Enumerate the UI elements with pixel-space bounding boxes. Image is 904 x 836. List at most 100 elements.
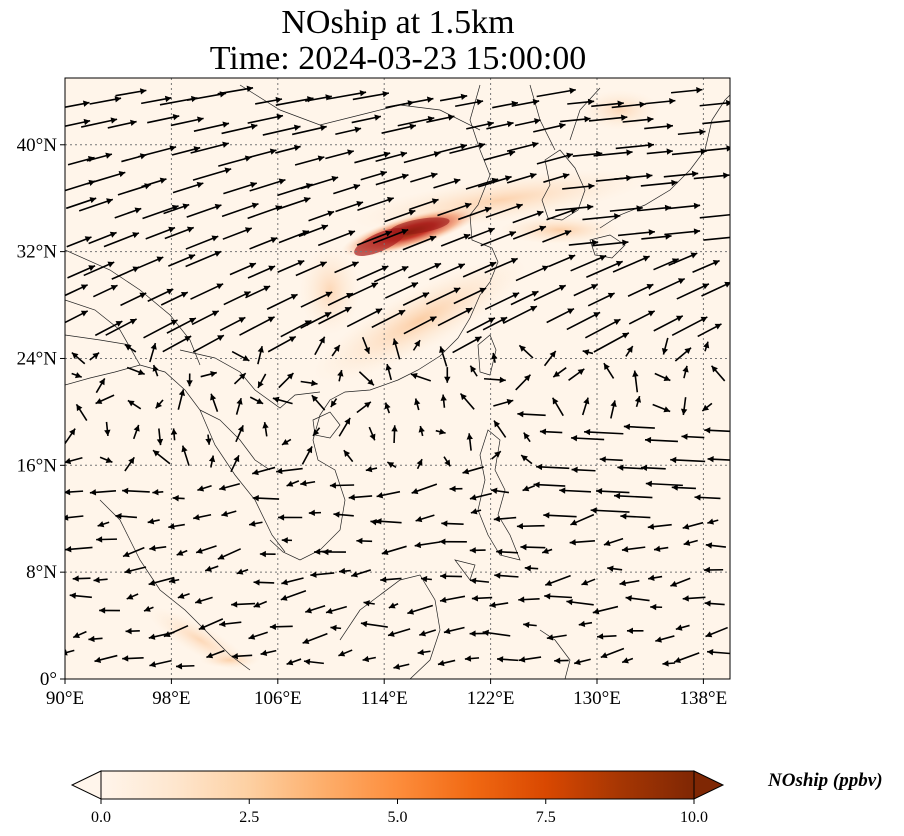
wind-arrow — [65, 546, 93, 553]
wind-arrow — [65, 488, 84, 496]
wind-arrow — [627, 283, 654, 297]
wind-arrow — [281, 577, 304, 586]
wind-arrow — [300, 379, 318, 387]
wind-arrow — [573, 658, 591, 666]
wind-arrow — [435, 143, 468, 154]
wind-arrow — [122, 655, 144, 662]
map-frame — [64, 77, 731, 680]
wind-arrow — [252, 494, 280, 502]
wind-arrow — [222, 227, 253, 240]
wind-arrow — [470, 508, 482, 515]
wind-arrow — [699, 99, 730, 107]
wind-arrow — [239, 316, 275, 336]
wind-arrow — [347, 282, 379, 298]
wind-arrow — [515, 374, 532, 391]
wind-arrow — [253, 579, 275, 586]
wind-arrow — [147, 114, 180, 124]
wind-arrow — [278, 372, 295, 389]
wind-arrow — [603, 537, 624, 547]
wind-arrow — [72, 630, 87, 639]
wind-arrow — [308, 509, 322, 517]
wind-arrow — [587, 292, 615, 307]
wind-arrow — [471, 595, 493, 602]
wind-arrow — [591, 100, 624, 108]
wind-arrow — [223, 181, 258, 195]
colorbar-tick-label: 5.0 — [388, 809, 408, 826]
wind-arrow — [325, 149, 354, 160]
wind-arrow — [411, 483, 438, 495]
wind-arrow — [693, 172, 730, 180]
wind-arrow — [490, 487, 510, 495]
wind-arrow — [357, 196, 394, 212]
wind-arrow — [523, 621, 537, 629]
wind-arrow — [408, 262, 442, 279]
wind-arrow — [392, 338, 401, 360]
wind-arrow — [707, 518, 719, 525]
wind-arrow — [566, 598, 594, 606]
wind-arrow — [141, 95, 172, 105]
wind-arrow — [482, 629, 511, 637]
wind-arrow — [462, 261, 497, 278]
wind-arrow — [671, 148, 707, 156]
wind-arrow — [356, 265, 389, 281]
wind-arrow — [371, 309, 406, 329]
wind-arrow — [443, 626, 465, 635]
wind-arrow — [303, 658, 324, 665]
wind-arrow — [348, 494, 373, 501]
wind-arrow — [485, 203, 523, 219]
wind-arrow — [124, 456, 135, 472]
wind-arrow — [277, 196, 311, 210]
wind-arrow — [384, 209, 416, 223]
wind-arrow — [360, 620, 388, 628]
wind-arrow — [569, 539, 595, 546]
wind-arrow — [65, 100, 90, 109]
wind-arrow — [191, 310, 220, 326]
wind-arrow — [204, 565, 219, 572]
wind-arrow — [385, 282, 419, 299]
wind-arrow — [517, 410, 546, 418]
wind-arrow — [65, 649, 75, 656]
wind-arrow — [593, 149, 633, 157]
wind-arrow — [71, 372, 82, 379]
wind-arrow — [219, 620, 242, 628]
wind-arrow — [152, 449, 171, 465]
wind-arrow — [262, 124, 301, 136]
wind-arrow — [94, 654, 118, 663]
wind-arrow — [417, 649, 431, 656]
wind-arrow — [266, 293, 298, 310]
wind-arrow — [439, 538, 467, 545]
wind-arrow — [704, 600, 725, 607]
wind-arrow — [124, 566, 147, 575]
wind-arrow — [386, 461, 397, 469]
wind-arrow — [524, 565, 539, 572]
wind-arrow — [221, 510, 237, 517]
wind-arrow — [554, 657, 569, 664]
wind-arrow — [449, 485, 463, 492]
wind-arrow — [249, 237, 278, 250]
wind-arrow — [449, 142, 486, 155]
wind-arrow — [710, 365, 726, 382]
wind-arrow — [168, 577, 180, 584]
wind-arrow — [536, 152, 574, 165]
wind-arrow — [548, 254, 576, 268]
wind-arrow — [552, 367, 567, 378]
wind-arrow — [94, 320, 123, 337]
colorbar-bar — [100, 770, 695, 800]
wind-arrow — [193, 513, 212, 521]
colorbar-tick-label: 2.5 — [239, 809, 259, 826]
lat-tick-label: 32°N — [17, 242, 58, 263]
wind-arrow — [143, 319, 178, 339]
wind-arrow — [670, 456, 706, 464]
wind-arrow — [653, 545, 669, 552]
wind-arrow — [493, 420, 507, 438]
wind-arrow — [147, 288, 174, 303]
wind-arrow — [65, 310, 89, 324]
wind-arrow — [333, 183, 361, 195]
wind-arrow — [533, 284, 567, 302]
wind-arrow — [673, 652, 700, 663]
wind-arrow — [518, 596, 540, 603]
wind-arrow — [95, 378, 106, 394]
lon-tick-label: 98°E — [152, 688, 190, 709]
wind-arrow — [586, 260, 624, 278]
wind-arrow — [170, 428, 178, 441]
